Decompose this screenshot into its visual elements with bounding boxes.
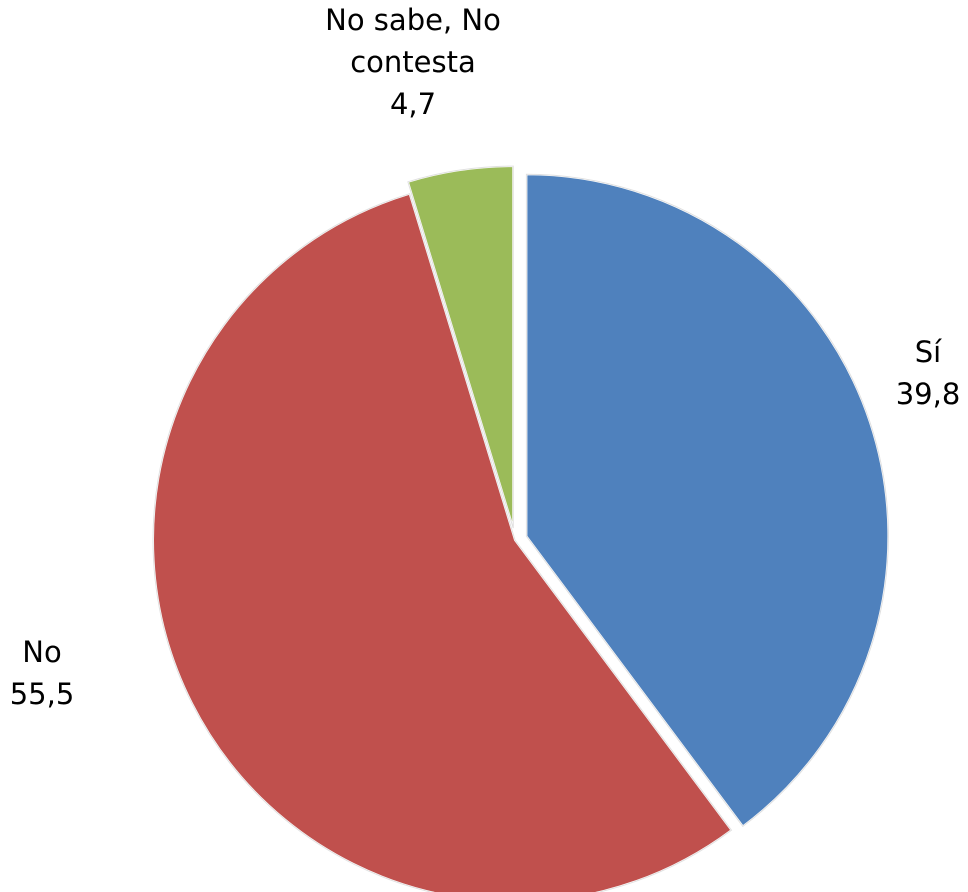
pie-slice-outline-si xyxy=(525,173,889,828)
pie-slices xyxy=(152,165,890,892)
slice-label-no: No 55,5 xyxy=(10,635,75,711)
pie-slice-no xyxy=(152,192,733,892)
slice-value-no: 55,5 xyxy=(10,677,75,711)
pie-labels: Sí 39,8 No 55,5 No sabe, No contesta 4,7 xyxy=(10,3,961,711)
slice-label-no-sabe-no-contesta: No sabe, No contesta 4,7 xyxy=(325,3,501,121)
pie-slice-no-sabe-no-contesta xyxy=(406,165,515,529)
pie-slice-si xyxy=(525,173,890,828)
slice-category-no-sabe-no-contesta: No sabe, No xyxy=(325,3,501,37)
slice-value-no-sabe-no-contesta: 4,7 xyxy=(390,87,436,121)
slice-category-no: No xyxy=(22,635,61,669)
slice-value-si: 39,8 xyxy=(896,377,961,411)
pie-slice-outline-no-sabe-no-contesta xyxy=(407,165,514,529)
slice-category-no-sabe-no-contesta: contesta xyxy=(350,45,476,79)
slice-category-si: Sí xyxy=(915,335,942,369)
pie-slice-outline-no xyxy=(152,193,733,892)
slice-label-si: Sí 39,8 xyxy=(896,335,961,411)
